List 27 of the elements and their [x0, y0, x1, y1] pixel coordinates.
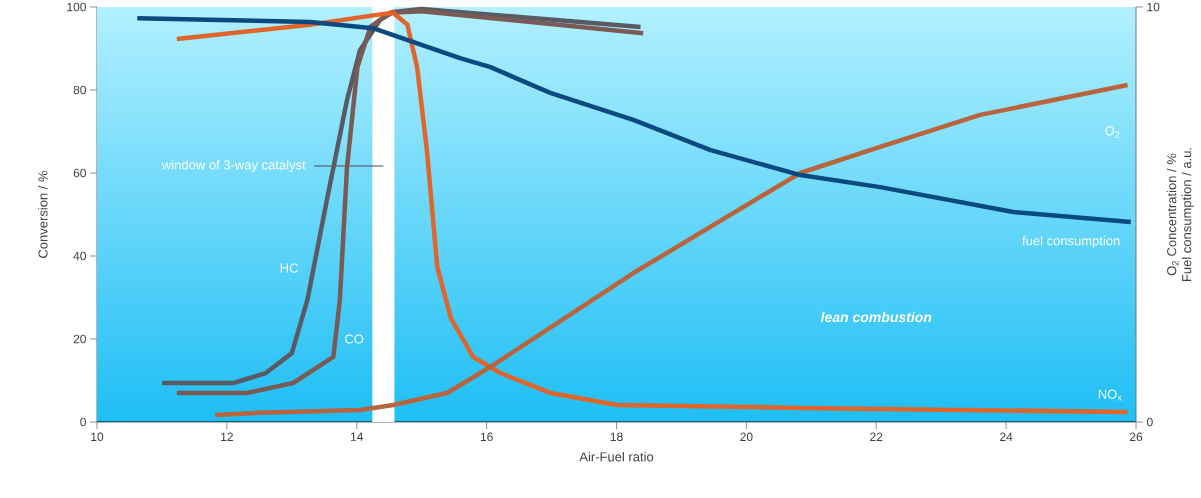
- x-tick-label: 16: [480, 432, 493, 442]
- text: O$_{2}$: [1105, 126, 1120, 138]
- x-tick-label: 24: [1000, 432, 1013, 441]
- band-label: window of 3-way catalyst: [161, 159, 306, 172]
- line-series: [135, 15, 1134, 225]
- series-label: fuel consumption: [1022, 235, 1120, 248]
- x-tick-label: 14: [350, 432, 364, 441]
- x-axis-title: Air-Fuel ratio: [579, 451, 654, 462]
- x-tick-label: 20: [740, 432, 753, 442]
- y-tick-label: 80: [73, 85, 86, 95]
- y2-tick-label: 10: [1147, 2, 1160, 12]
- x-tick-label: 18: [610, 432, 623, 442]
- y-tick-label: 40: [73, 251, 86, 261]
- y-tick-label: 100: [67, 2, 86, 12]
- y-tick-label: 20: [73, 334, 86, 344]
- x-tick-label: 10: [91, 432, 104, 442]
- x-tick-label: 12: [221, 432, 233, 441]
- series-label: NO$_{x}$: [1098, 389, 1122, 401]
- x-tick-label: 26: [1129, 432, 1143, 442]
- y-axis-title: Conversion / %: [38, 170, 48, 258]
- series-label: HC: [280, 263, 298, 273]
- y2-tick-label: 0: [1147, 417, 1153, 427]
- x-tick-label: 22: [870, 432, 883, 441]
- y-tick-label: 0: [80, 417, 87, 427]
- y-tick-label: 60: [73, 168, 86, 178]
- series-label: CO: [345, 334, 364, 344]
- annotation: lean combustion: [820, 311, 932, 323]
